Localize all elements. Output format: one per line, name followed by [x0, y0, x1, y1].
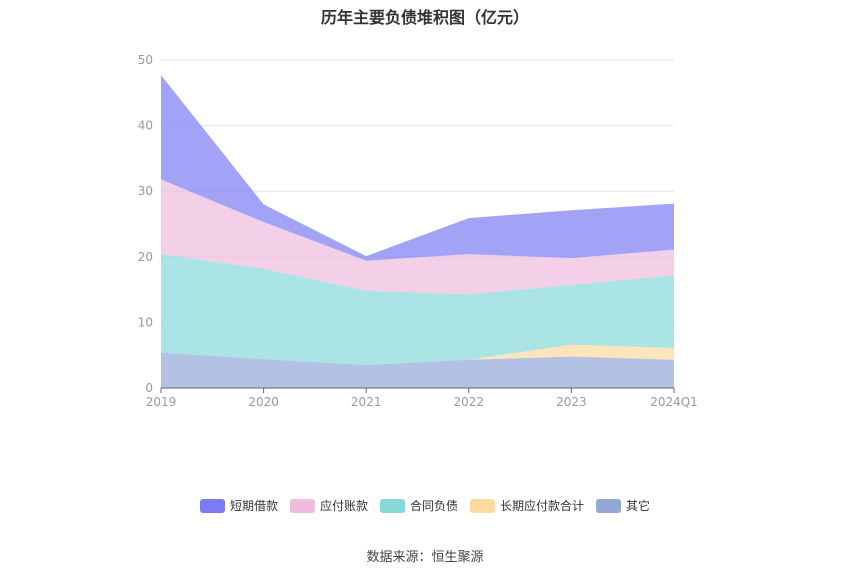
legend-item[interactable]: 长期应付款合计	[470, 497, 584, 514]
x-tick-label: 2022	[454, 395, 485, 409]
y-tick-label: 0	[145, 381, 153, 395]
legend-label: 其它	[626, 499, 651, 513]
legend-label: 短期借款	[229, 499, 278, 513]
area-其它	[161, 352, 674, 388]
legend-swatch	[289, 498, 315, 513]
y-tick-label: 20	[138, 250, 153, 264]
legend-item[interactable]: 合同负债	[379, 497, 458, 514]
area-series	[161, 75, 674, 388]
area-短期借款	[161, 75, 674, 261]
y-tick-label: 10	[138, 315, 153, 329]
area-应付账款	[161, 179, 674, 295]
y-tick-label: 40	[138, 119, 153, 133]
x-tick-label: 2020	[248, 395, 279, 409]
legend-swatch	[379, 498, 405, 513]
legend-item[interactable]: 其它	[596, 497, 650, 514]
chart-title: 历年主要负债堆积图（亿元）	[320, 8, 529, 27]
axes: 0 10 20 30 40 50 2019 2020 2021 2022 2023 2024Q1	[138, 53, 698, 409]
legend-label: 合同负债	[409, 499, 458, 513]
x-tick-label: 2019	[146, 395, 177, 409]
legend-label: 长期应付款合计	[500, 499, 585, 513]
area-合同负债	[161, 254, 674, 366]
y-tick-label: 30	[138, 184, 153, 198]
legend-label: 应付账款	[319, 499, 368, 513]
x-tick-label: 2021	[351, 395, 382, 409]
legend: 短期借款 应付账款 合同负债 长期应付款合计 其它	[0, 497, 850, 514]
legend-item[interactable]: 应付账款	[289, 497, 368, 514]
legend-swatch	[596, 498, 622, 513]
y-tick-label: 50	[138, 53, 153, 67]
x-tick-label: 2024Q1	[650, 395, 698, 409]
legend-swatch	[470, 498, 495, 513]
legend-item[interactable]: 短期借款	[199, 497, 278, 514]
stacked-area-chart: 0 10 20 30 40 50 2019 2020 2021 2022 2023 2024Q1	[138, 53, 698, 409]
source-note: 数据来源：恒生聚源	[366, 550, 484, 565]
legend-swatch	[199, 498, 225, 513]
x-tick-label: 2023	[556, 395, 587, 409]
area-长期应付款合计	[161, 344, 674, 366]
